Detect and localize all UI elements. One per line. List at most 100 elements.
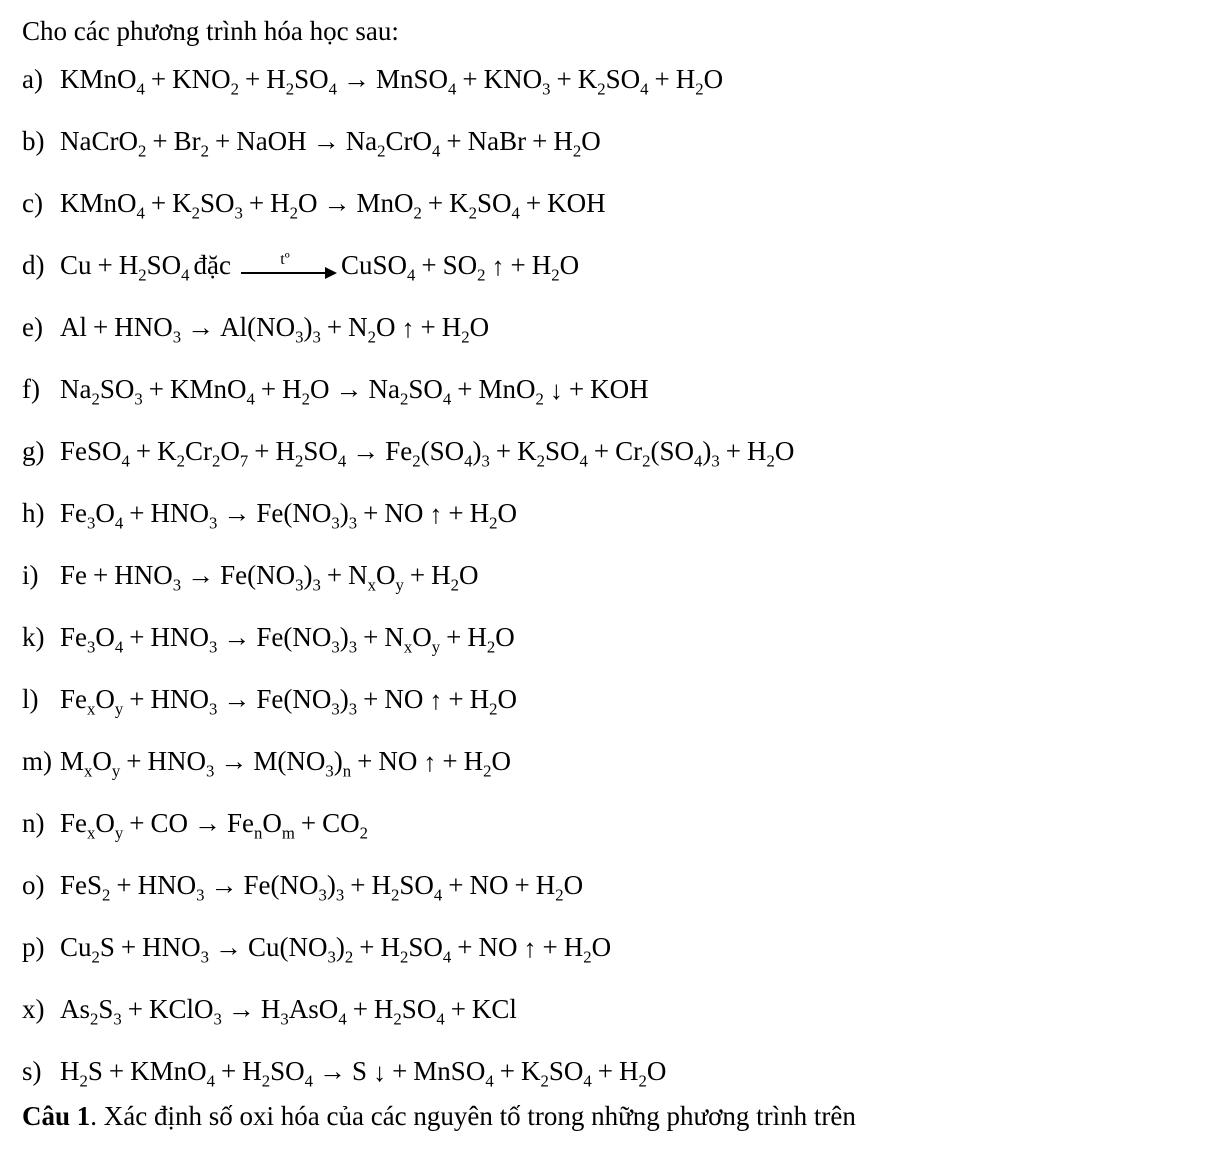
chem-fragment: S	[100, 934, 115, 961]
equation-body: Fe+HNO3→Fe(NO3)3+NxOy+H2O	[60, 562, 478, 589]
equation-row: h)Fe3O4+HNO3→Fe(NO3)3+NO↑+H2O	[22, 493, 1183, 527]
plus-sign: +	[239, 66, 266, 93]
plus-sign: +	[123, 500, 150, 527]
chem-fragment: H2	[564, 934, 592, 961]
arrow-right-icon: →	[205, 872, 244, 899]
chem-fragment: KOH	[547, 190, 606, 217]
chem-fragment: SO4	[477, 190, 520, 217]
equation-label: g)	[22, 438, 60, 465]
plus-sign: +	[255, 376, 282, 403]
equation-body: As2S3+KClO3→H3AsO4+H2SO4+KCl	[60, 996, 517, 1023]
plus-sign: +	[123, 810, 150, 837]
plus-sign: +	[122, 996, 149, 1023]
equation-label: i)	[22, 562, 60, 589]
chem-fragment: K2	[578, 66, 606, 93]
plus-sign: +	[442, 500, 469, 527]
chem-fragment: SO4	[545, 438, 588, 465]
chem-fragment: NO	[479, 934, 518, 961]
chem-fragment: )3	[473, 438, 490, 465]
intro-text: Cho các phương trình hóa học sau:	[22, 18, 1183, 45]
chem-fragment: )3	[303, 314, 320, 341]
chem-fragment: K2	[449, 190, 477, 217]
chem-fragment: MnSO4	[413, 1058, 493, 1085]
plus-sign: +	[442, 872, 469, 899]
chem-fragment: H2	[119, 252, 147, 279]
chem-fragment: KMnO4	[60, 190, 145, 217]
chem-fragment: Fe(NO3	[256, 686, 339, 713]
equation-label: x)	[22, 996, 60, 1023]
equation-list: a)KMnO4+KNO2+H2SO4→MnSO4+KNO3+K2SO4+H2Ob…	[22, 59, 1183, 1085]
plus-sign: +	[143, 376, 170, 403]
plus-sign: +	[505, 252, 532, 279]
equation-row: m)MxOy+HNO3→M(NO3)n+NO↑+H2O	[22, 741, 1183, 775]
plus-sign: +	[386, 1058, 413, 1085]
plus-sign: +	[563, 376, 590, 403]
chem-fragment: NaOH	[236, 128, 306, 155]
equation-label: b)	[22, 128, 60, 155]
chem-fragment: S	[88, 1058, 103, 1085]
equation-body: Na2SO3+KMnO4+H2O→Na2SO4+MnO2↓+KOH	[60, 376, 649, 403]
plus-sign: +	[357, 624, 384, 651]
chem-fragment: )3	[702, 438, 719, 465]
plus-sign: +	[145, 190, 172, 217]
equation-label: s)	[22, 1058, 60, 1085]
chem-fragment: Fe(NO3	[256, 500, 339, 527]
chem-fragment: H2	[374, 996, 402, 1023]
chem-fragment: SO4	[402, 996, 445, 1023]
equation-label: h)	[22, 500, 60, 527]
plus-sign: +	[115, 934, 142, 961]
chem-fragment: HNO3	[114, 562, 181, 589]
arrow-right-icon: →	[329, 376, 368, 403]
equation-body: FexOy+CO→FenOm+CO2	[60, 810, 368, 837]
gas-up-arrow-icon: ↑	[423, 507, 442, 523]
plus-sign: +	[436, 748, 463, 775]
chem-fragment: )3	[340, 686, 357, 713]
arrow-right-icon: →	[209, 934, 248, 961]
chem-fragment: HNO3	[138, 872, 205, 899]
plus-sign: +	[451, 376, 478, 403]
chem-fragment: Fe3	[60, 500, 95, 527]
chem-fragment: FeSO4	[60, 438, 130, 465]
chem-fragment: O	[310, 376, 330, 403]
plus-sign: +	[649, 66, 676, 93]
plus-sign: +	[321, 314, 348, 341]
question-bold: Câu 1	[22, 1101, 90, 1131]
chem-fragment: MnO2	[478, 376, 543, 403]
equation-row: d)Cu+H2SO4đặctºCuSO4+SO2↑+H2O	[22, 245, 1183, 279]
chem-fragment: O7	[220, 438, 248, 465]
arrow-right-icon: →	[346, 438, 385, 465]
chem-fragment: HNO3	[150, 500, 217, 527]
plus-sign: +	[92, 252, 119, 279]
chem-fragment: Fe	[60, 562, 87, 589]
equation-label: c)	[22, 190, 60, 217]
plus-sign: +	[456, 66, 483, 93]
chem-fragment: S3	[98, 996, 121, 1023]
gas-up-arrow-icon: ↑	[518, 941, 537, 957]
equation-row: s)H2S+KMnO4+H2SO4→S↓+MnSO4+K2SO4+H2O	[22, 1051, 1183, 1085]
chem-fragment: HNO3	[150, 686, 217, 713]
chem-fragment: HNO3	[148, 748, 215, 775]
equation-body: Cu2S+HNO3→Cu(NO3)2+H2SO4+NO↑+H2O	[60, 934, 611, 961]
chem-fragment: NaBr	[468, 128, 526, 155]
plus-sign: +	[490, 438, 517, 465]
chem-fragment: )3	[340, 624, 357, 651]
plus-sign: +	[588, 438, 615, 465]
equation-body: KMnO4+KNO2+H2SO4→MnSO4+KNO3+K2SO4+H2O	[60, 66, 723, 93]
equation-label: k)	[22, 624, 60, 651]
chem-fragment: K2	[157, 438, 185, 465]
plus-sign: +	[87, 562, 114, 589]
equation-label: o)	[22, 872, 60, 899]
chem-fragment: NO	[384, 500, 423, 527]
chem-fragment: HNO3	[114, 314, 181, 341]
chem-fragment: Na2	[346, 128, 386, 155]
chem-fragment: KMnO4	[130, 1058, 215, 1085]
chem-fragment: H2	[270, 190, 298, 217]
equation-body: H2S+KMnO4+H2SO4→S↓+MnSO4+K2SO4+H2O	[60, 1058, 666, 1085]
chem-fragment: O	[470, 314, 490, 341]
equation-label: p)	[22, 934, 60, 961]
condition-word: đặc	[190, 252, 237, 279]
chem-fragment: O	[592, 934, 612, 961]
equation-label: l)	[22, 686, 60, 713]
chem-fragment: Fe(NO3	[256, 624, 339, 651]
plus-sign: +	[442, 686, 469, 713]
